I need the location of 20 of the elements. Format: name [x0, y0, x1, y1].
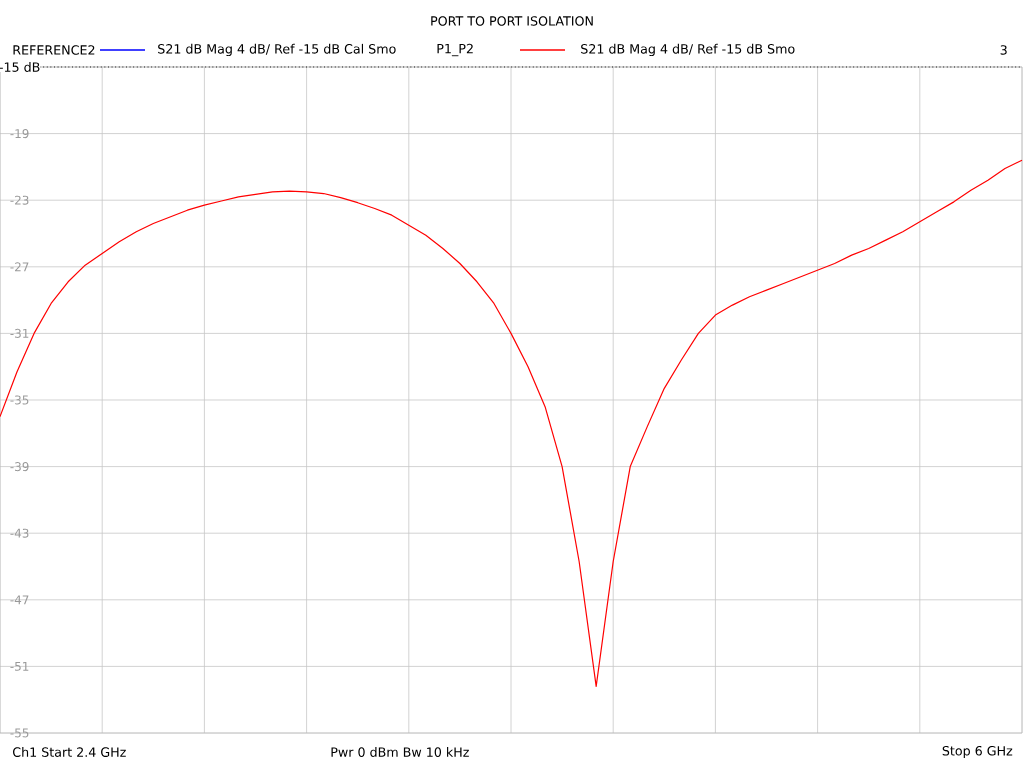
legend-label: S21 dB Mag 4 dB/ Ref -15 dB Cal Smo — [158, 43, 396, 57]
text: Ch1 Start 2.4 GHz — [12, 747, 126, 757]
y-tick-label: -55 — [10, 728, 29, 738]
text: P1_P2 — [437, 43, 473, 57]
text: REFERENCE2 — [13, 45, 95, 55]
chart-title: PORT TO PORT ISOLATION — [431, 16, 593, 26]
ref-line-label: -15 dB — [0, 62, 40, 72]
y-tick-label: -23 — [10, 195, 29, 205]
y-tick-label: -35 — [10, 395, 29, 405]
y-tick-label: -19 — [10, 129, 29, 139]
y-tick-label: -47 — [10, 595, 29, 605]
text: 3 — [1000, 45, 1007, 55]
y-tick-label: -27 — [10, 262, 29, 272]
y-tick-label: -51 — [10, 661, 29, 671]
y-tick-label: -43 — [10, 528, 29, 538]
text: Pwr 0 dBm Bw 10 kHz — [331, 747, 469, 757]
y-tick-label: -39 — [10, 462, 29, 472]
legend-label: S21 dB Mag 4 dB/ Ref -15 dB Smo — [581, 43, 795, 57]
y-tick-label: -31 — [10, 328, 29, 338]
text: Stop 6 GHz — [942, 745, 1013, 759]
